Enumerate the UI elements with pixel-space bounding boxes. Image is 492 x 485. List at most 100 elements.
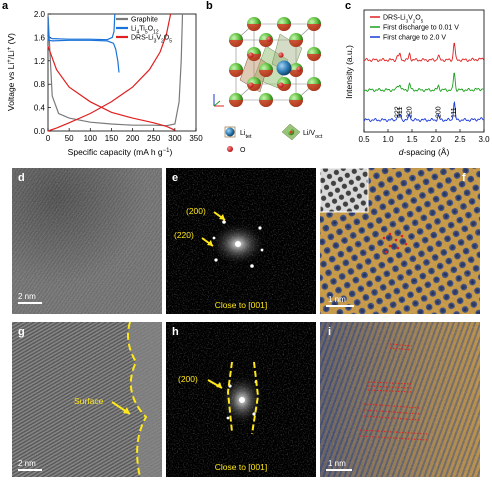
- li-v-atom-half: [259, 100, 273, 107]
- panel-d-letter: d: [18, 172, 25, 184]
- panel-d-scalebar-text: 2 nm: [18, 292, 36, 301]
- a-series-2: [47, 13, 116, 41]
- a-xtick-label: 50: [65, 134, 74, 143]
- panel-e-label-200: (200): [186, 206, 206, 216]
- panel-f-inset: [320, 168, 369, 213]
- panel-g-tem: Surface 2 nm g: [12, 322, 162, 477]
- o-atom: [296, 66, 302, 72]
- panel-h-caption: Close to [001]: [215, 462, 267, 472]
- c-series-1: [363, 72, 485, 93]
- panel-i-markers: [359, 343, 429, 441]
- panel-c-legend: DRS-Li3V2O5 First discharge to 0.01 V Fi…: [370, 15, 459, 42]
- a-ytick-label: 1.6: [34, 33, 46, 42]
- a-xtick-label: 350: [189, 134, 203, 143]
- legend-lto: Li4Ti5O12: [131, 26, 159, 36]
- panel-c-frame: [363, 9, 485, 133]
- panel-e-caption: Close to [001]: [215, 300, 267, 310]
- c-xtick-label: 1.0: [382, 135, 394, 144]
- panel-e-letter: e: [172, 172, 179, 184]
- panel-b-letter: b: [206, 0, 213, 12]
- o-symbol: [227, 146, 233, 152]
- panel-g-letter: g: [18, 326, 25, 338]
- o-atom: [266, 36, 272, 42]
- o-label: O: [240, 147, 246, 154]
- li-v-atom-half: [229, 40, 243, 47]
- panel-c-letter: c: [345, 0, 352, 12]
- panel-c-chart: 0.5 1.0 1.5 2.0 2.5 3.0 d-spacing (Å) Intensi…: [344, 9, 490, 157]
- panel-i-hrtem: 1 nm i: [320, 322, 480, 477]
- panel-b-crystal: Litet Li/Voct O: [213, 17, 323, 154]
- panel-b-legend: Litet Li/Voct O: [224, 123, 323, 154]
- streak-line-left: [226, 361, 233, 433]
- o-atom: [278, 82, 284, 88]
- panel-a-letter: a: [2, 0, 9, 12]
- c-peak-label: 200: [435, 106, 442, 118]
- c-xtick-label: 0.5: [358, 135, 370, 144]
- a-xtick-label: 250: [147, 134, 161, 143]
- a-ytick-label: 1.2: [34, 57, 46, 66]
- legend-graphite: Graphite: [131, 17, 158, 24]
- panel-g-scalebar-text: 2 nm: [18, 459, 36, 468]
- a-xtick-label: 300: [168, 134, 182, 143]
- li-tet-atom: [276, 60, 292, 76]
- panel-h-label-200: (200): [178, 374, 198, 384]
- li-v-oct-label: Li/Voct: [303, 130, 323, 140]
- li-v-atom-half: [277, 24, 291, 31]
- panel-f-hrtem: 1 nm f: [320, 168, 480, 314]
- c-xtick-label: 3.0: [478, 135, 490, 144]
- crystal-atoms: [229, 17, 321, 107]
- a-ytick-label: 0.8: [34, 80, 46, 89]
- o-atom: [248, 52, 254, 58]
- panel-c-ylabel: Intensity (a.u.): [344, 45, 354, 99]
- axis-indicator: [213, 94, 224, 107]
- panel-a-frame: [47, 13, 197, 132]
- c-xtick-label: 2.0: [430, 135, 442, 144]
- legend-c-drs: DRS-Li3V2O5: [383, 15, 424, 24]
- li-v-atom-half: [259, 40, 273, 47]
- panel-g-surface-label: Surface: [74, 396, 104, 406]
- li-v-atom-half: [229, 100, 243, 107]
- a-xtick-label: 150: [105, 134, 119, 143]
- li-v-atom-half: [289, 70, 303, 77]
- panel-h-letter: h: [172, 326, 179, 338]
- c-peak-label: 111: [451, 107, 458, 118]
- a-series-4: [47, 13, 172, 132]
- panel-e-fft: (200) (220) Close to [001] e: [166, 168, 316, 314]
- panel-i-letter: i: [328, 326, 332, 338]
- a-series-1: [47, 36, 120, 73]
- o-atom: [278, 52, 284, 58]
- o-atom: [248, 82, 254, 88]
- panel-a-xlabel: Specific capacity (mA h g−1): [68, 147, 173, 157]
- a-ytick-label: 0.0: [34, 127, 46, 136]
- li-v-atom-half: [259, 70, 273, 77]
- a-xtick-label: 0: [46, 134, 51, 143]
- a-series-3: [47, 45, 176, 131]
- surface-boundary: [127, 322, 148, 477]
- legend-drs: DRS-Li3V2O5: [131, 35, 172, 45]
- li-v-atom-half: [307, 84, 321, 91]
- panel-c-xlabel: d-spacing (Å): [399, 147, 450, 157]
- panel-i-scalebar-text: 1 nm: [328, 459, 346, 468]
- panel-a-legend: Graphite Li4Ti5O12 DRS-Li3V2O5: [116, 17, 172, 45]
- panel-f-scalebar-text: 1 nm: [328, 295, 346, 304]
- li-v-atom-half: [289, 40, 303, 47]
- c-xtick-label: 2.5: [454, 135, 466, 144]
- c-peak-label: 220: [407, 106, 414, 118]
- a-xtick-label: 100: [84, 134, 98, 143]
- panel-f-letter: f: [462, 172, 466, 184]
- streak-line-right: [251, 361, 260, 435]
- panel-h-fft: (200) Close to [001] h: [166, 322, 316, 477]
- li-v-atom-half: [229, 70, 243, 77]
- li-v-atom-half: [247, 24, 261, 31]
- li-tet-label: Litet: [240, 130, 252, 140]
- panel-d-tem: 2 nm d: [12, 168, 162, 314]
- c-xtick-label: 1.5: [406, 135, 418, 144]
- c-series-0: [363, 42, 485, 63]
- a-series-0: [47, 13, 184, 127]
- panel-a-ylabel: Voltage vs Li+/Li+ (V): [6, 33, 16, 111]
- panel-f-markers: [382, 232, 408, 254]
- li-v-atom-half: [307, 24, 321, 31]
- panel-e-label-220: (220): [174, 230, 194, 240]
- a-xtick-label: 200: [126, 134, 140, 143]
- panel-a-chart: 0 50 100 150 200 250 300 3500.00.40.81.21.62.0 …: [6, 10, 203, 157]
